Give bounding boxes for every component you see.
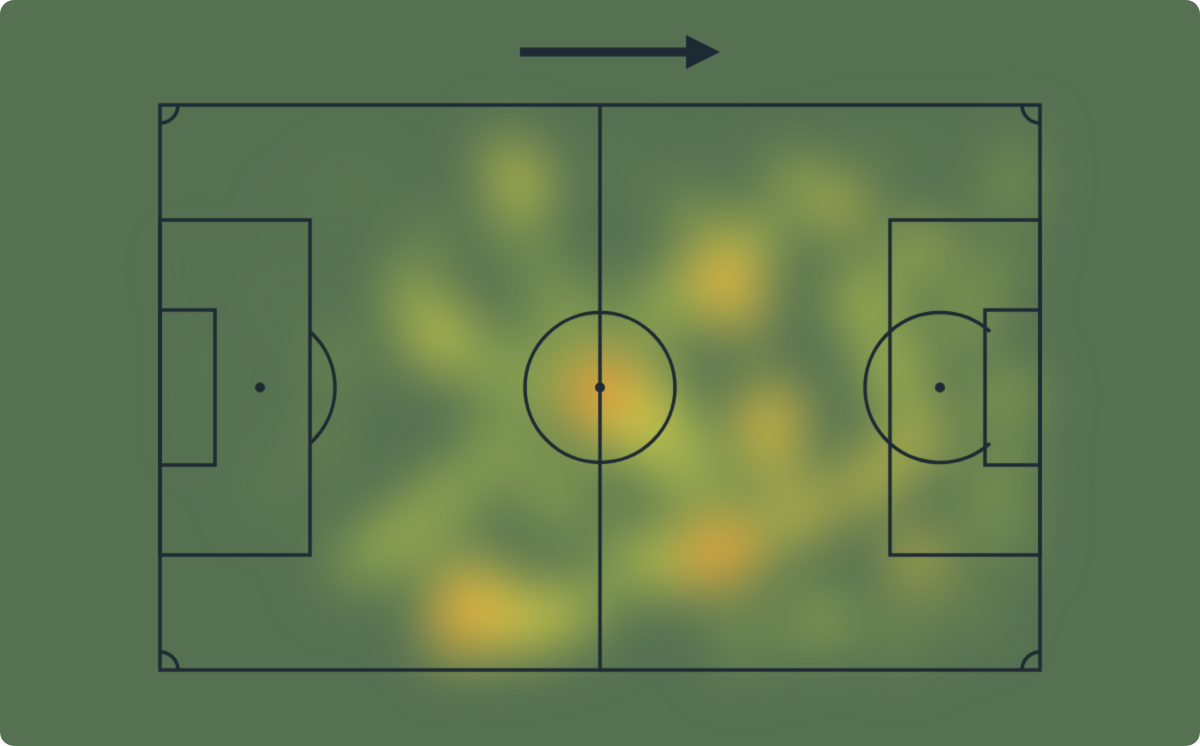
heatmap-figure	[0, 0, 1200, 746]
direction-arrow	[0, 0, 1200, 746]
